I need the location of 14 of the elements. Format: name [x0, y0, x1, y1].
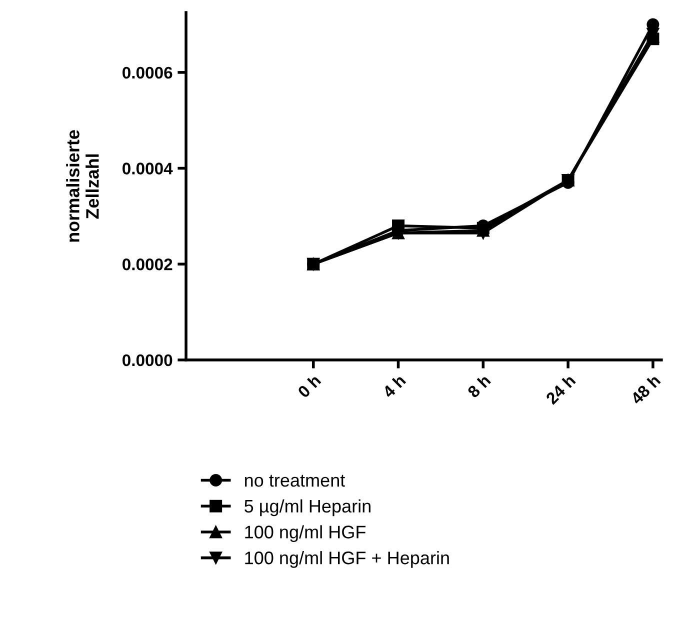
- legend-label: no treatment: [245, 474, 346, 487]
- x-tick-label: 48 h: [630, 374, 661, 406]
- x-tick-label: 8 h: [466, 374, 492, 398]
- x-tick-label: 4 h: [381, 374, 406, 399]
- legend-label: 5 µg/ml Heparin: [244, 499, 370, 516]
- x-tick-label: 24 h: [544, 374, 576, 405]
- y-tick-label: 0.0004: [122, 162, 173, 174]
- legend-label: 100 ng/ml HGF + Heparin: [245, 551, 449, 568]
- legend-label: 100 ng/ml HGF: [245, 525, 366, 542]
- x-tick-label: 0 h: [296, 374, 322, 398]
- y-axis-title: normalisierte Zellzahl: [66, 130, 99, 242]
- y-tick-label: 0.0000: [122, 354, 172, 366]
- y-tick-label: 0.0006: [122, 66, 172, 79]
- y-tick-label: 0.0002: [122, 258, 172, 270]
